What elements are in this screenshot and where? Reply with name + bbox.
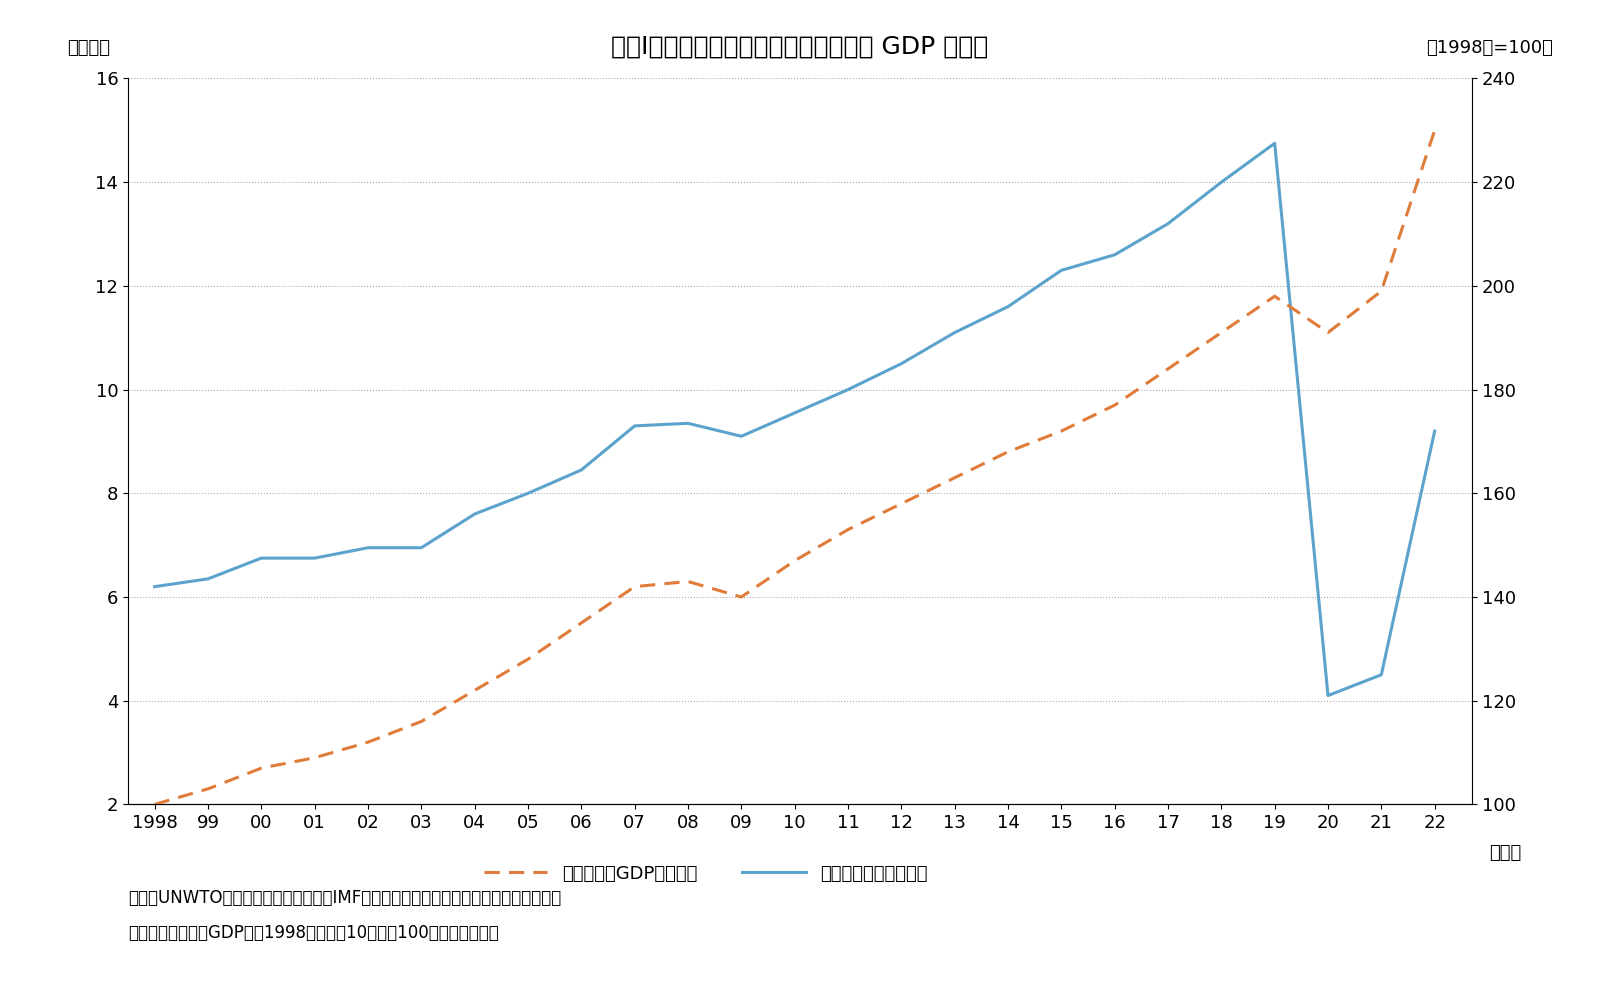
Text: 注１：世界の実質GDPは、1998年（平成10年）を100として指数化。: 注１：世界の実質GDPは、1998年（平成10年）を100として指数化。 [128, 924, 499, 942]
Text: 資料：UNWTO（国連世界観光機関）、IMF（国際通貨基金）資料に基づき観光庁作成。: 資料：UNWTO（国連世界観光機関）、IMF（国際通貨基金）資料に基づき観光庁作… [128, 890, 562, 907]
Text: 図表Ⅰ－６　国際観光客数と世界の実質 GDP の推移: 図表Ⅰ－６ 国際観光客数と世界の実質 GDP の推移 [611, 34, 989, 58]
Text: （億人）: （億人） [67, 38, 110, 57]
Text: （年）: （年） [1490, 845, 1522, 862]
Text: （1998年=100）: （1998年=100） [1426, 38, 1552, 57]
Legend: 世界の実質GDP（右軸）, 国際観光客数（左軸）: 世界の実質GDP（右軸）, 国際観光客数（左軸） [477, 857, 934, 890]
